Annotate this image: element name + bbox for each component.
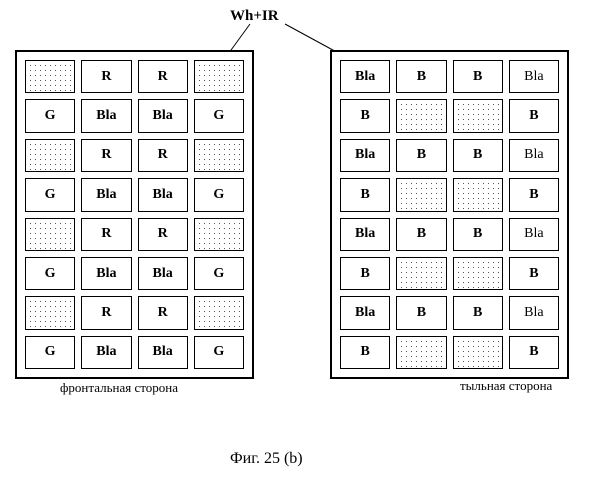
left-cell-r6-c2: R [138,296,188,329]
right-cell-r5-c3: B [509,257,559,290]
caption-right: тыльная сторона [460,378,552,394]
left-grid: RRGBlaBlaGRRGBlaBlaGRRGBlaBlaGRRGBlaBlaG [17,52,252,377]
left-cell-r3-c0: G [25,178,75,211]
left-cell-r1-c3: G [194,99,244,132]
left-cell-r7-c2: Bla [138,336,188,369]
right-cell-r1-c3: B [509,99,559,132]
right-cell-r7-c1 [396,336,446,369]
wh-ir-label: Wh+IR [230,8,279,25]
left-cell-r4-c0 [25,218,75,251]
left-cell-r4-c1: R [81,218,131,251]
left-cell-r7-c1: Bla [81,336,131,369]
left-cell-r3-c2: Bla [138,178,188,211]
left-cell-r4-c3 [194,218,244,251]
left-cell-r0-c0 [25,60,75,93]
right-cell-r4-c2: B [453,218,503,251]
right-cell-r1-c1 [396,99,446,132]
right-cell-r7-c0: B [340,336,390,369]
right-panel: BlaBBBlaBBBlaBBBlaBBBlaBBBlaBBBlaBBBlaBB [330,50,569,379]
left-cell-r2-c2: R [138,139,188,172]
left-cell-r0-c1: R [81,60,131,93]
right-cell-r7-c2 [453,336,503,369]
left-cell-r2-c3 [194,139,244,172]
left-cell-r5-c3: G [194,257,244,290]
right-cell-r0-c0: Bla [340,60,390,93]
right-cell-r3-c3: B [509,178,559,211]
right-cell-r1-c2 [453,99,503,132]
right-cell-r3-c2 [453,178,503,211]
right-cell-r2-c0: Bla [340,139,390,172]
left-cell-r5-c1: Bla [81,257,131,290]
right-grid: BlaBBBlaBBBlaBBBlaBBBlaBBBlaBBBlaBBBlaBB [332,52,567,377]
right-cell-r2-c3: Bla [509,139,559,172]
right-cell-r0-c3: Bla [509,60,559,93]
right-cell-r5-c2 [453,257,503,290]
left-cell-r6-c3 [194,296,244,329]
right-cell-r0-c1: B [396,60,446,93]
left-cell-r2-c0 [25,139,75,172]
right-cell-r6-c1: B [396,296,446,329]
left-cell-r0-c2: R [138,60,188,93]
left-cell-r1-c0: G [25,99,75,132]
right-cell-r4-c3: Bla [509,218,559,251]
left-cell-r1-c2: Bla [138,99,188,132]
left-cell-r4-c2: R [138,218,188,251]
left-cell-r3-c3: G [194,178,244,211]
left-cell-r5-c2: Bla [138,257,188,290]
left-cell-r6-c0 [25,296,75,329]
left-cell-r6-c1: R [81,296,131,329]
left-cell-r3-c1: Bla [81,178,131,211]
left-cell-r5-c0: G [25,257,75,290]
right-cell-r3-c1 [396,178,446,211]
left-cell-r2-c1: R [81,139,131,172]
right-cell-r2-c1: B [396,139,446,172]
right-cell-r5-c0: B [340,257,390,290]
right-cell-r5-c1 [396,257,446,290]
right-cell-r6-c3: Bla [509,296,559,329]
left-cell-r0-c3 [194,60,244,93]
caption-left: фронтальная сторона [60,380,178,396]
figure-caption: Фиг. 25 (b) [230,450,303,468]
right-cell-r3-c0: B [340,178,390,211]
left-cell-r1-c1: Bla [81,99,131,132]
left-cell-r7-c0: G [25,336,75,369]
right-cell-r7-c3: B [509,336,559,369]
right-cell-r4-c1: B [396,218,446,251]
right-cell-r6-c2: B [453,296,503,329]
left-cell-r7-c3: G [194,336,244,369]
right-cell-r1-c0: B [340,99,390,132]
right-cell-r6-c0: Bla [340,296,390,329]
right-cell-r2-c2: B [453,139,503,172]
left-panel: RRGBlaBlaGRRGBlaBlaGRRGBlaBlaGRRGBlaBlaG [15,50,254,379]
right-cell-r4-c0: Bla [340,218,390,251]
right-cell-r0-c2: B [453,60,503,93]
